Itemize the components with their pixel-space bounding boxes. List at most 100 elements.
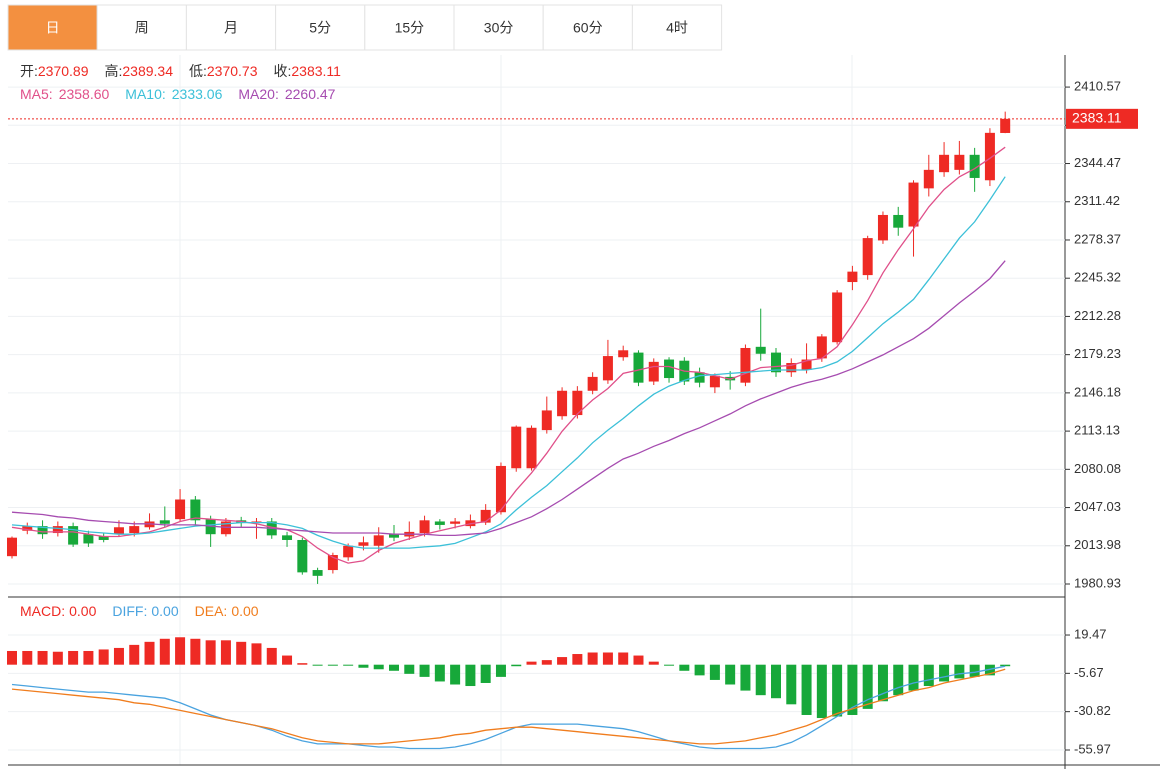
macd-bar bbox=[113, 647, 124, 665]
candle-body bbox=[664, 359, 675, 379]
candle-body bbox=[984, 132, 995, 181]
y-tick-label: 2146.18 bbox=[1074, 384, 1121, 399]
candle-body bbox=[633, 352, 644, 383]
macd-bar bbox=[847, 664, 858, 715]
macd-bar bbox=[893, 664, 904, 696]
macd-bar bbox=[7, 650, 17, 665]
tab[interactable] bbox=[631, 4, 723, 51]
candle-body bbox=[389, 534, 399, 538]
tab[interactable] bbox=[453, 4, 544, 51]
y-tick-label: 2344.47 bbox=[1074, 155, 1121, 170]
candle-body bbox=[7, 537, 17, 557]
readout-part: DEA: bbox=[195, 603, 228, 619]
macd-bar bbox=[602, 652, 613, 665]
candle-body bbox=[327, 555, 338, 571]
readout: MA5: 2358.60 MA10: 2333.06 MA20: 2260.47 bbox=[20, 86, 336, 102]
macd-bar bbox=[83, 650, 94, 665]
macd-bar bbox=[389, 664, 399, 671]
readout-part: 高: bbox=[105, 63, 123, 79]
macd-bar bbox=[220, 640, 231, 665]
candle-body bbox=[709, 375, 720, 388]
tab-label[interactable]: 日 bbox=[46, 20, 60, 36]
candle-body bbox=[282, 535, 293, 540]
candle-body bbox=[526, 427, 537, 469]
tab[interactable] bbox=[275, 4, 366, 51]
tab-label[interactable]: 15分 bbox=[395, 20, 425, 36]
macd-bar bbox=[175, 637, 186, 665]
readout-part: 低: bbox=[189, 63, 207, 79]
macd-bar bbox=[343, 664, 354, 666]
macd-bar bbox=[236, 641, 247, 665]
y-tick-label: -30.82 bbox=[1074, 703, 1111, 718]
readout-part: MACD: bbox=[20, 603, 65, 619]
tab-label[interactable]: 30分 bbox=[484, 20, 514, 36]
y-tick-label: -5.67 bbox=[1074, 665, 1104, 680]
macd-bar bbox=[68, 650, 79, 665]
macd-bar bbox=[587, 652, 598, 665]
readout-part: MA10: bbox=[125, 86, 165, 102]
candle-body bbox=[954, 154, 965, 170]
macd-bar bbox=[327, 664, 338, 666]
candle-body bbox=[175, 499, 186, 520]
macd-bar bbox=[771, 664, 781, 699]
macd-line bbox=[11, 668, 1006, 745]
macd-line bbox=[11, 665, 1006, 750]
macd-bar bbox=[572, 654, 583, 665]
tab[interactable] bbox=[96, 4, 187, 51]
macd-bar bbox=[786, 664, 797, 705]
candle-body bbox=[786, 363, 797, 373]
macd-bar bbox=[862, 664, 873, 709]
candle-body bbox=[98, 536, 109, 540]
tab[interactable] bbox=[185, 4, 277, 51]
macd-bar bbox=[969, 664, 980, 677]
macd-bar bbox=[877, 664, 888, 702]
readout-part: MA20: bbox=[238, 86, 278, 102]
readout-part: 2260.47 bbox=[285, 86, 336, 102]
tab-label[interactable]: 周 bbox=[135, 20, 149, 36]
macd-bar bbox=[633, 655, 644, 665]
tab-label[interactable]: 4时 bbox=[666, 20, 688, 36]
tab[interactable] bbox=[7, 4, 98, 51]
y-tick-label: 2311.42 bbox=[1074, 193, 1120, 208]
macd-bar bbox=[37, 650, 48, 665]
readout: MACD: 0.00 DIFF: 0.00 DEA: 0.00 bbox=[20, 603, 259, 619]
macd-bar bbox=[52, 651, 63, 665]
candle-body bbox=[694, 372, 705, 383]
macd-bar bbox=[1000, 664, 1011, 667]
macd-bar bbox=[495, 664, 506, 677]
macd-bar bbox=[404, 664, 415, 674]
ma-line bbox=[11, 260, 1006, 537]
macd-bar bbox=[923, 664, 934, 687]
macd-bar bbox=[297, 663, 308, 665]
candle-body bbox=[68, 526, 79, 545]
candle-body bbox=[908, 182, 919, 227]
y-tick-label: 2245.32 bbox=[1074, 270, 1121, 285]
candle-body bbox=[602, 356, 613, 381]
candle-body bbox=[83, 534, 94, 544]
macd-bar bbox=[434, 664, 445, 682]
macd-bar bbox=[557, 657, 568, 665]
candle-body bbox=[159, 520, 170, 524]
tab-label[interactable]: 5分 bbox=[309, 20, 331, 36]
y-tick-label: 19.47 bbox=[1074, 626, 1107, 641]
readout-part: 0.00 bbox=[231, 603, 258, 619]
macd-bar bbox=[984, 664, 995, 676]
macd-bar bbox=[526, 661, 537, 665]
candle-body bbox=[740, 347, 751, 383]
tab-label[interactable]: 月 bbox=[224, 20, 238, 36]
candle-body bbox=[771, 352, 781, 373]
last-price-box bbox=[1066, 108, 1138, 129]
macd-bar bbox=[709, 664, 720, 680]
tab[interactable] bbox=[364, 4, 455, 51]
candle-body bbox=[755, 346, 766, 354]
macd-bar bbox=[648, 661, 659, 665]
candle-body bbox=[22, 526, 33, 531]
candle-body bbox=[495, 465, 506, 513]
macd-bar bbox=[251, 643, 262, 665]
candle-body bbox=[893, 214, 904, 228]
macd-bar bbox=[954, 664, 965, 679]
macd-bar bbox=[98, 649, 109, 665]
tab-label[interactable]: 60分 bbox=[573, 20, 603, 36]
macd-bar bbox=[618, 652, 629, 665]
macd-bar bbox=[190, 638, 201, 665]
